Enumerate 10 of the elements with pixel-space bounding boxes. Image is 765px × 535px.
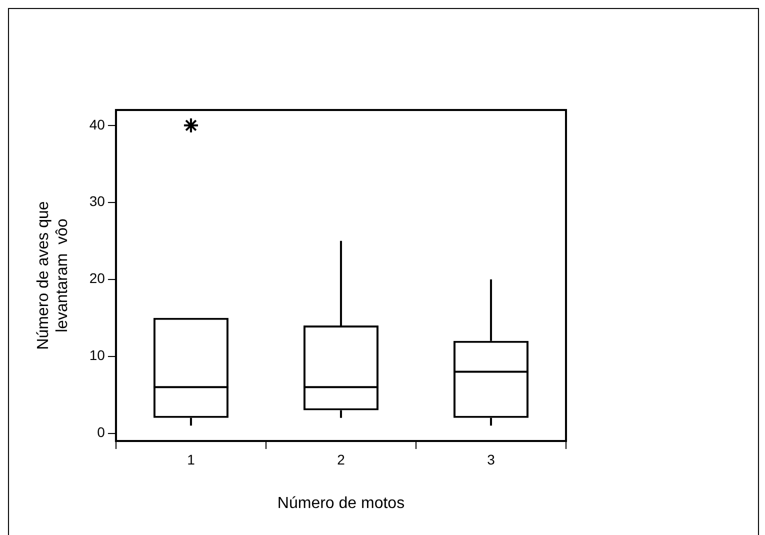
x-tick-label: 3 xyxy=(487,451,496,468)
y-tick-label: 30 xyxy=(89,193,106,210)
x-axis-title: Número de motos xyxy=(277,494,405,512)
x-tick-label: 2 xyxy=(337,451,346,468)
y-tick-label: 20 xyxy=(89,270,106,286)
x-tick-label: 1 xyxy=(187,451,196,468)
y-tick-label: 0 xyxy=(97,424,106,440)
y-tick-label: 40 xyxy=(89,116,106,132)
y-tick-label: 10 xyxy=(89,347,106,364)
y-axis-title: Número de aves que levantaram vôo xyxy=(35,201,72,350)
